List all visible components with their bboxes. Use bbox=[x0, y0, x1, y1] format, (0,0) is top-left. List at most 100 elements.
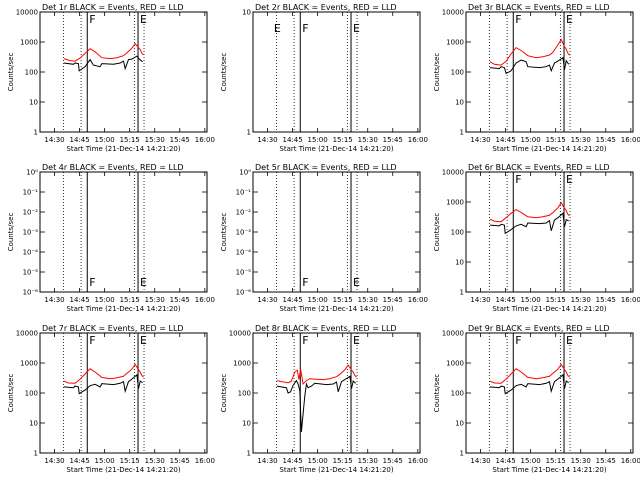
panel-det-6: Det 6r BLACK = Events, RED = LLD 14:30 14:… bbox=[433, 163, 640, 313]
y-tick-label: 1000 bbox=[233, 360, 251, 368]
x-tick-label: 14:30 bbox=[470, 136, 490, 144]
y-tick-label: 1 bbox=[247, 129, 251, 137]
x-tick-label: 16:00 bbox=[408, 136, 428, 144]
y-tick-label: 10000 bbox=[442, 9, 464, 17]
x-tick-label: 14:30 bbox=[470, 457, 490, 465]
x-tick-label: 15:45 bbox=[596, 136, 616, 144]
y-tick-label: 1000 bbox=[446, 39, 464, 47]
y-tick-label: 1 bbox=[247, 450, 251, 458]
x-tick-label: 16:00 bbox=[621, 136, 640, 144]
x-tick-label: 14:45 bbox=[282, 136, 302, 144]
x-axis-label: Start Time (21-Dec-14 14:21:20) bbox=[492, 145, 606, 153]
y-tick-label: 1000 bbox=[20, 360, 38, 368]
y-tick-label: 10000 bbox=[16, 9, 38, 17]
x-tick-label: 15:00 bbox=[95, 136, 115, 144]
x-tick-label: 15:00 bbox=[308, 296, 328, 304]
flare-marker: F bbox=[302, 22, 308, 35]
plot-frame bbox=[252, 332, 421, 454]
series-lld-line bbox=[489, 363, 570, 384]
x-tick-label: 14:45 bbox=[69, 457, 89, 465]
panel-title: Det 7r BLACK = Events, RED = LLD bbox=[42, 324, 184, 333]
flare-marker: F bbox=[302, 276, 308, 289]
y-tick-label: 10⁻⁴ bbox=[236, 249, 252, 257]
series-events-line bbox=[63, 373, 143, 395]
eclipse-marker: E bbox=[140, 276, 147, 289]
y-tick-label: 10 bbox=[29, 420, 38, 428]
y-axis-label: Counts/sec bbox=[433, 374, 441, 413]
panel-det-5: Det 5r BLACK = Events, RED = LLD 14:30 14:… bbox=[220, 163, 428, 313]
x-tick-label: 15:00 bbox=[95, 457, 115, 465]
x-axis-label: Start Time (21-Dec-14 14:21:20) bbox=[66, 145, 180, 153]
plot-frame bbox=[39, 332, 208, 454]
x-tick-label: 15:30 bbox=[571, 296, 591, 304]
flare-marker: F bbox=[89, 334, 95, 347]
panel-title: Det 4r BLACK = Events, RED = LLD bbox=[42, 163, 184, 172]
y-tick-label: 1 bbox=[460, 289, 464, 297]
x-tick-label: 15:15 bbox=[333, 136, 353, 144]
x-tick-label: 15:45 bbox=[383, 296, 403, 304]
x-tick-label: 16:00 bbox=[621, 296, 640, 304]
y-tick-label: 1 bbox=[34, 129, 38, 137]
panel-det-8: Det 8r BLACK = Events, RED = LLD 14:30 14:… bbox=[220, 324, 428, 474]
series-lld-line bbox=[63, 42, 144, 62]
y-axis-label: Counts/sec bbox=[433, 213, 441, 252]
x-tick-label: 15:45 bbox=[170, 457, 190, 465]
x-tick-label: 15:30 bbox=[571, 457, 591, 465]
flare-marker: F bbox=[515, 334, 521, 347]
x-tick-label: 14:30 bbox=[44, 296, 64, 304]
panel-title: Det 1r BLACK = Events, RED = LLD bbox=[42, 3, 184, 12]
x-axis-label: Start Time (21-Dec-14 14:21:20) bbox=[66, 305, 180, 313]
y-tick-label: 1 bbox=[34, 450, 38, 458]
panel-title: Det 8r BLACK = Events, RED = LLD bbox=[255, 324, 397, 333]
x-tick-label: 15:45 bbox=[596, 457, 616, 465]
x-tick-label: 15:00 bbox=[521, 296, 541, 304]
y-tick-label: 1000 bbox=[20, 39, 38, 47]
y-tick-label: 10⁻² bbox=[23, 209, 39, 217]
y-tick-label: 10⁻³ bbox=[23, 229, 39, 237]
x-tick-label: 14:45 bbox=[282, 296, 302, 304]
series-events-line bbox=[489, 56, 570, 75]
x-tick-label: 15:30 bbox=[145, 457, 165, 465]
series-lld-line bbox=[276, 364, 357, 386]
y-axis-label: Counts/sec bbox=[7, 374, 15, 413]
x-tick-label: 16:00 bbox=[408, 296, 428, 304]
plot-frame bbox=[39, 171, 208, 293]
y-tick-label: 10⁻⁴ bbox=[23, 249, 39, 257]
eclipse-marker: E bbox=[274, 22, 281, 35]
y-tick-label: 10000 bbox=[442, 330, 464, 338]
x-tick-label: 14:45 bbox=[69, 136, 89, 144]
flare-marker: F bbox=[515, 13, 521, 26]
y-tick-label: 100 bbox=[238, 390, 251, 398]
x-tick-label: 15:45 bbox=[170, 136, 190, 144]
x-tick-label: 14:30 bbox=[257, 136, 277, 144]
x-tick-label: 15:30 bbox=[358, 136, 378, 144]
x-tick-label: 15:15 bbox=[120, 296, 140, 304]
y-axis-label: Counts/sec bbox=[220, 53, 228, 92]
y-axis-label: Counts/sec bbox=[220, 374, 228, 413]
x-tick-label: 15:15 bbox=[333, 296, 353, 304]
y-tick-label: 10⁻⁶ bbox=[236, 289, 252, 297]
flare-marker: F bbox=[515, 173, 521, 186]
x-tick-label: 15:15 bbox=[120, 136, 140, 144]
x-tick-label: 15:30 bbox=[358, 457, 378, 465]
x-axis-label: Start Time (21-Dec-14 14:21:20) bbox=[492, 305, 606, 313]
panel-title: Det 6r BLACK = Events, RED = LLD bbox=[468, 163, 610, 172]
plot-frame bbox=[465, 11, 634, 133]
series-events-line bbox=[489, 373, 569, 395]
x-tick-label: 16:00 bbox=[195, 136, 215, 144]
x-tick-label: 15:30 bbox=[145, 296, 165, 304]
x-tick-label: 15:45 bbox=[596, 296, 616, 304]
x-tick-label: 16:00 bbox=[195, 457, 215, 465]
y-tick-label: 10 bbox=[242, 9, 251, 17]
panel-title: Det 5r BLACK = Events, RED = LLD bbox=[255, 163, 397, 172]
x-tick-label: 15:30 bbox=[358, 296, 378, 304]
x-axis-label: Start Time (21-Dec-14 14:21:20) bbox=[66, 466, 180, 474]
x-tick-label: 14:45 bbox=[495, 296, 515, 304]
x-tick-label: 16:00 bbox=[195, 296, 215, 304]
eclipse-marker: E bbox=[140, 334, 147, 347]
panel-det-4: Det 4r BLACK = Events, RED = LLD 14:30 14:… bbox=[7, 163, 215, 313]
y-tick-label: 10⁻³ bbox=[236, 229, 252, 237]
y-tick-label: 10⁰ bbox=[26, 169, 38, 177]
y-tick-label: 10 bbox=[455, 259, 464, 267]
